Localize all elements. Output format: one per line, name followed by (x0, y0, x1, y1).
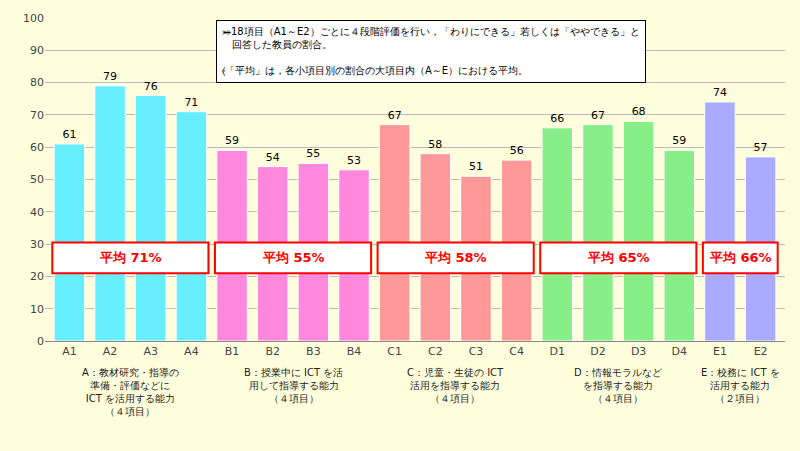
svg-text:40: 40 (30, 206, 44, 219)
svg-text:B3: B3 (306, 345, 321, 358)
svg-text:54: 54 (266, 151, 280, 164)
svg-text:平均 71%: 平均 71% (99, 250, 162, 265)
svg-text:66: 66 (550, 112, 564, 125)
svg-text:B4: B4 (347, 345, 362, 358)
svg-text:59: 59 (672, 134, 686, 147)
svg-text:71: 71 (184, 96, 198, 109)
svg-text:30: 30 (30, 238, 44, 251)
svg-text:59: 59 (225, 134, 239, 147)
svg-text:平均 65%: 平均 65% (587, 250, 650, 265)
svg-text:67: 67 (388, 109, 402, 122)
svg-text:B2: B2 (265, 345, 280, 358)
svg-text:90: 90 (30, 44, 44, 57)
svg-text:0: 0 (37, 335, 44, 348)
svg-text:D3: D3 (631, 345, 646, 358)
svg-text:B1: B1 (225, 345, 240, 358)
svg-text:⤘18項目（A1～E2）ごとに４段階評価を行い，「わりにでき: ⤘18項目（A1～E2）ごとに４段階評価を行い，「わりにできる」若しくは「ややで… (222, 26, 640, 77)
svg-text:B：授業中に ICT を活用して指導する能力（４項目）: B：授業中に ICT を活用して指導する能力（４項目） (244, 367, 343, 404)
svg-text:70: 70 (30, 109, 44, 122)
svg-text:61: 61 (62, 128, 76, 141)
svg-text:10: 10 (30, 303, 44, 316)
svg-text:E1: E1 (713, 345, 727, 358)
svg-text:D2: D2 (590, 345, 605, 358)
svg-text:平均 58%: 平均 58% (424, 250, 487, 265)
svg-text:55: 55 (306, 147, 320, 160)
svg-text:A2: A2 (103, 345, 118, 358)
svg-text:A：教材研究・指導の準備・評価などにICT を活用する能力（: A：教材研究・指導の準備・評価などにICT を活用する能力（４項目） (82, 367, 179, 417)
svg-text:53: 53 (347, 154, 361, 167)
svg-text:56: 56 (510, 144, 524, 157)
svg-text:C2: C2 (428, 345, 443, 358)
svg-text:76: 76 (144, 80, 158, 93)
svg-text:67: 67 (591, 109, 605, 122)
svg-text:20: 20 (30, 270, 44, 283)
svg-text:C4: C4 (509, 345, 524, 358)
svg-text:C1: C1 (387, 345, 402, 358)
svg-text:79: 79 (103, 70, 117, 83)
svg-text:D1: D1 (550, 345, 565, 358)
svg-text:57: 57 (754, 141, 768, 154)
svg-text:A3: A3 (143, 345, 158, 358)
svg-text:100: 100 (23, 12, 44, 25)
svg-text:60: 60 (30, 141, 44, 154)
svg-text:C3: C3 (469, 345, 484, 358)
svg-text:58: 58 (428, 138, 442, 151)
svg-text:A1: A1 (62, 345, 77, 358)
svg-text:E2: E2 (754, 345, 768, 358)
svg-text:平均 55%: 平均 55% (262, 250, 325, 265)
svg-text:68: 68 (632, 105, 646, 118)
svg-text:E：校務に ICT を活用する能力（２項目）: E：校務に ICT を活用する能力（２項目） (701, 367, 780, 404)
svg-text:50: 50 (30, 173, 44, 186)
svg-text:平均 66%: 平均 66% (709, 250, 772, 265)
svg-text:D4: D4 (672, 345, 687, 358)
svg-text:D：情報モラルなどを指導する能力（４項目）: D：情報モラルなどを指導する能力（４項目） (574, 367, 662, 404)
svg-text:74: 74 (713, 86, 727, 99)
svg-text:A4: A4 (184, 345, 199, 358)
svg-text:80: 80 (30, 76, 44, 89)
svg-text:C：児童・生徒の ICT活用を指導する能力（４項目）: C：児童・生徒の ICT活用を指導する能力（４項目） (407, 367, 504, 404)
svg-text:51: 51 (469, 160, 483, 173)
